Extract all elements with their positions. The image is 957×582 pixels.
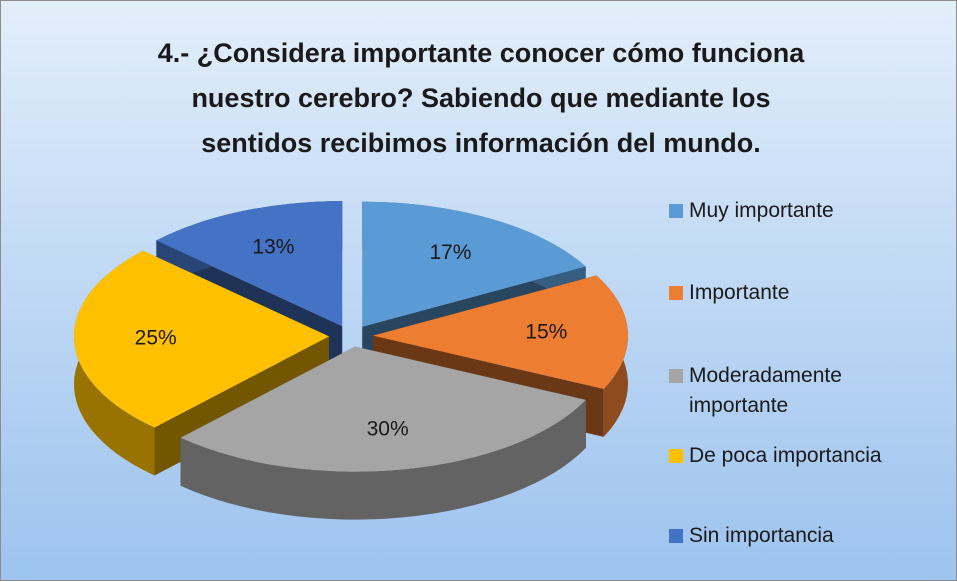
legend-label: Moderadamente importante <box>689 364 842 417</box>
legend-label: Muy importante <box>689 199 834 222</box>
legend-item: Muy importante <box>669 196 949 226</box>
legend-swatch <box>669 449 683 463</box>
slice <box>156 201 343 327</box>
legend-swatch <box>669 369 683 383</box>
legend-item: Moderadamente importante <box>669 361 949 421</box>
slice <box>180 346 586 472</box>
legend-label: Sin importancia <box>689 524 834 547</box>
legend-label: De poca importancia <box>689 444 882 467</box>
legend-item: Importante <box>669 278 949 308</box>
legend-swatch <box>669 529 683 543</box>
slice <box>372 275 628 389</box>
legend-item: Sin importancia <box>669 521 949 551</box>
data-label: 25% <box>135 327 177 350</box>
legend-swatch <box>669 286 683 300</box>
slice-wall <box>180 399 586 520</box>
legend-item: De poca importancia <box>669 441 949 471</box>
data-label: 30% <box>367 418 409 441</box>
slice <box>74 250 330 428</box>
legend-label: Importante <box>689 281 790 304</box>
slice <box>362 201 586 327</box>
data-label: 13% <box>252 236 294 259</box>
data-label: 17% <box>429 241 471 264</box>
slice-group <box>180 346 586 520</box>
chart-title: 4.- ¿Considera importante conocer cómo f… <box>157 38 805 158</box>
data-label: 15% <box>525 321 567 344</box>
legend-swatch <box>669 204 683 218</box>
